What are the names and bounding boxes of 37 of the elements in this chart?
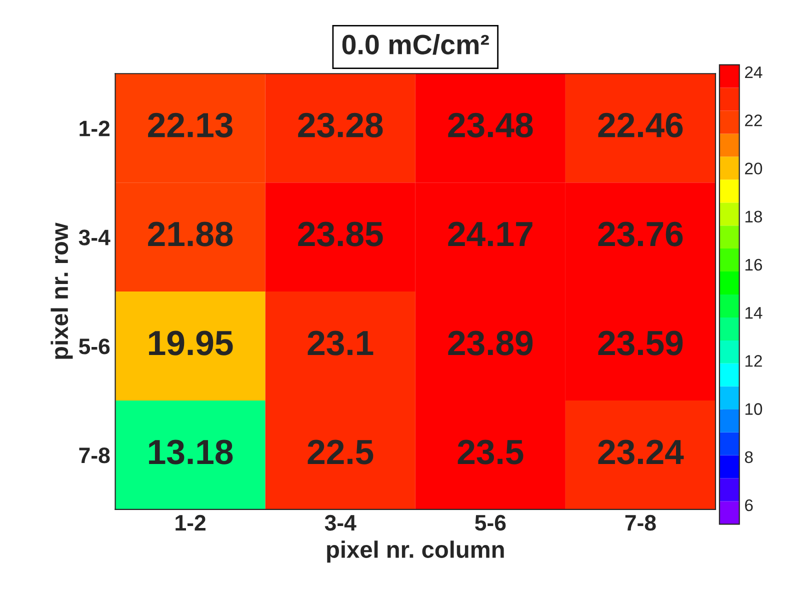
data-label: 22.13 bbox=[148, 112, 232, 138]
data-label: 24.17 bbox=[448, 222, 532, 246]
color-bar-label: 14 bbox=[745, 307, 762, 319]
x-tick-label: 1-2 bbox=[176, 514, 206, 530]
data-label: 23.1 bbox=[308, 330, 374, 356]
y-tick-label: 1-2 bbox=[80, 120, 110, 136]
y-tick-label: 5-6 bbox=[78, 338, 110, 354]
x-tick-label: 3-4 bbox=[324, 514, 356, 531]
data-label: 13.18 bbox=[149, 440, 233, 464]
y-axis-title: pixel nr. row bbox=[50, 222, 73, 359]
data-label: 23.28 bbox=[298, 112, 383, 138]
data-label: 23.59 bbox=[598, 330, 683, 356]
color-bar-label: 12 bbox=[745, 355, 762, 367]
color-bar-label: 22 bbox=[745, 114, 762, 126]
data-label: 23.48 bbox=[448, 112, 533, 138]
data-label: 22.5 bbox=[308, 440, 374, 464]
x-tick-label: 7-8 bbox=[625, 514, 656, 531]
y-tick-label: 3-4 bbox=[78, 230, 110, 246]
data-label: 23.24 bbox=[598, 440, 684, 464]
data-label: 22.46 bbox=[598, 112, 683, 138]
x-tick-label: 5-6 bbox=[475, 514, 506, 531]
color-bar-label: 24 bbox=[745, 66, 762, 78]
data-label: 23.85 bbox=[298, 222, 383, 246]
color-bar-label: 8 bbox=[744, 451, 753, 464]
chart-title: 0.0 mC/cm² bbox=[342, 34, 489, 55]
data-label: 23.89 bbox=[448, 330, 533, 356]
x-axis-title: pixel nr. column bbox=[327, 540, 504, 563]
color-bar-label: 20 bbox=[745, 162, 762, 174]
y-tick-label: 7-8 bbox=[79, 448, 110, 464]
color-bar-label: 16 bbox=[745, 258, 762, 271]
data-label: 23.5 bbox=[458, 440, 524, 464]
color-bar-label: 10 bbox=[745, 403, 762, 415]
data-label: 19.95 bbox=[149, 330, 233, 356]
color-bar-label: 18 bbox=[745, 210, 762, 223]
data-label: 21.88 bbox=[148, 222, 233, 246]
color-bar-label: 6 bbox=[745, 499, 753, 512]
data-label: 23.76 bbox=[598, 222, 683, 246]
